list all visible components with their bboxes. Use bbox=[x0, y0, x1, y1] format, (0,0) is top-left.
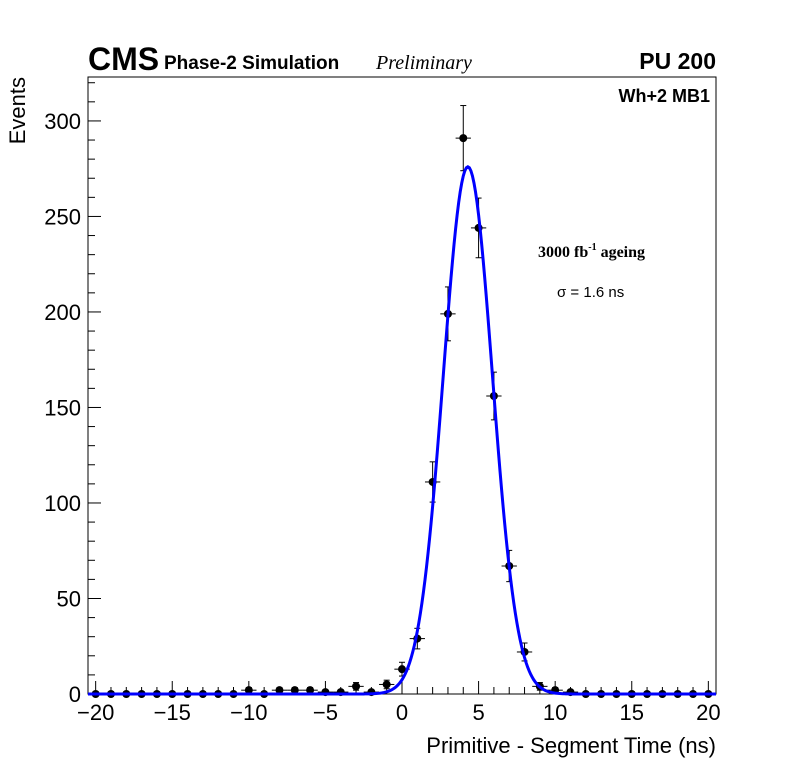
x-tick-label: 0 bbox=[396, 700, 408, 725]
data-marker bbox=[459, 134, 468, 143]
subtitle-label: Phase-2 Simulation bbox=[164, 53, 339, 74]
y-tick-label: 250 bbox=[44, 204, 81, 229]
x-tick-label: 10 bbox=[543, 700, 567, 725]
ageing-suffix: ageing bbox=[597, 244, 645, 261]
channel-label: Wh+2 MB1 bbox=[618, 86, 710, 106]
data-marker bbox=[398, 665, 406, 674]
data-point bbox=[348, 682, 364, 691]
x-tick-label: −10 bbox=[230, 700, 267, 725]
x-axis-title: Primitive - Segment Time (ns) bbox=[426, 733, 716, 758]
x-tick-label: −20 bbox=[77, 700, 114, 725]
y-axis-title: Events bbox=[5, 77, 30, 144]
x-tick-label: 15 bbox=[620, 700, 644, 725]
y-tick-label: 150 bbox=[44, 395, 81, 420]
y-tick-label: 200 bbox=[44, 300, 81, 325]
data-marker bbox=[290, 686, 299, 695]
ageing-label: 3000 fb-1 ageing bbox=[538, 242, 645, 261]
status-label: Preliminary bbox=[375, 52, 472, 74]
x-tick-label: −5 bbox=[313, 700, 338, 725]
experiment-label: CMS bbox=[88, 41, 159, 77]
y-tick-label: 300 bbox=[44, 109, 81, 134]
y-tick-labels: 0 50 100 150 200 250 300 bbox=[44, 109, 81, 707]
pileup-label: PU 200 bbox=[639, 48, 716, 74]
data-point bbox=[302, 686, 318, 695]
x-tick-label: 20 bbox=[696, 700, 720, 725]
y-tick-label: 50 bbox=[57, 586, 81, 611]
data-point bbox=[379, 679, 395, 690]
gaussian-fit-curve bbox=[88, 164, 716, 696]
axis-ticks bbox=[88, 82, 709, 695]
data-points bbox=[88, 105, 716, 698]
x-tick-label: −15 bbox=[154, 700, 191, 725]
data-marker bbox=[352, 682, 361, 691]
sigma-label: σ = 1.6 ns bbox=[557, 284, 624, 301]
data-marker bbox=[275, 686, 284, 695]
x-tick-labels: −20 −15 −10 −5 0 5 10 15 20 bbox=[77, 700, 721, 725]
plot-frame bbox=[87, 76, 717, 695]
data-point bbox=[455, 105, 471, 172]
ageing-exponent: -1 bbox=[588, 242, 596, 253]
ageing-prefix: 3000 fb bbox=[538, 244, 588, 261]
y-tick-label: 0 bbox=[69, 682, 81, 707]
data-marker bbox=[244, 686, 253, 695]
sigma-symbol: σ bbox=[557, 284, 567, 301]
sigma-value: = 1.6 ns bbox=[566, 284, 624, 301]
data-marker bbox=[306, 686, 315, 695]
x-tick-label: 5 bbox=[472, 700, 484, 725]
data-marker bbox=[382, 680, 391, 689]
y-tick-label: 100 bbox=[44, 491, 81, 516]
